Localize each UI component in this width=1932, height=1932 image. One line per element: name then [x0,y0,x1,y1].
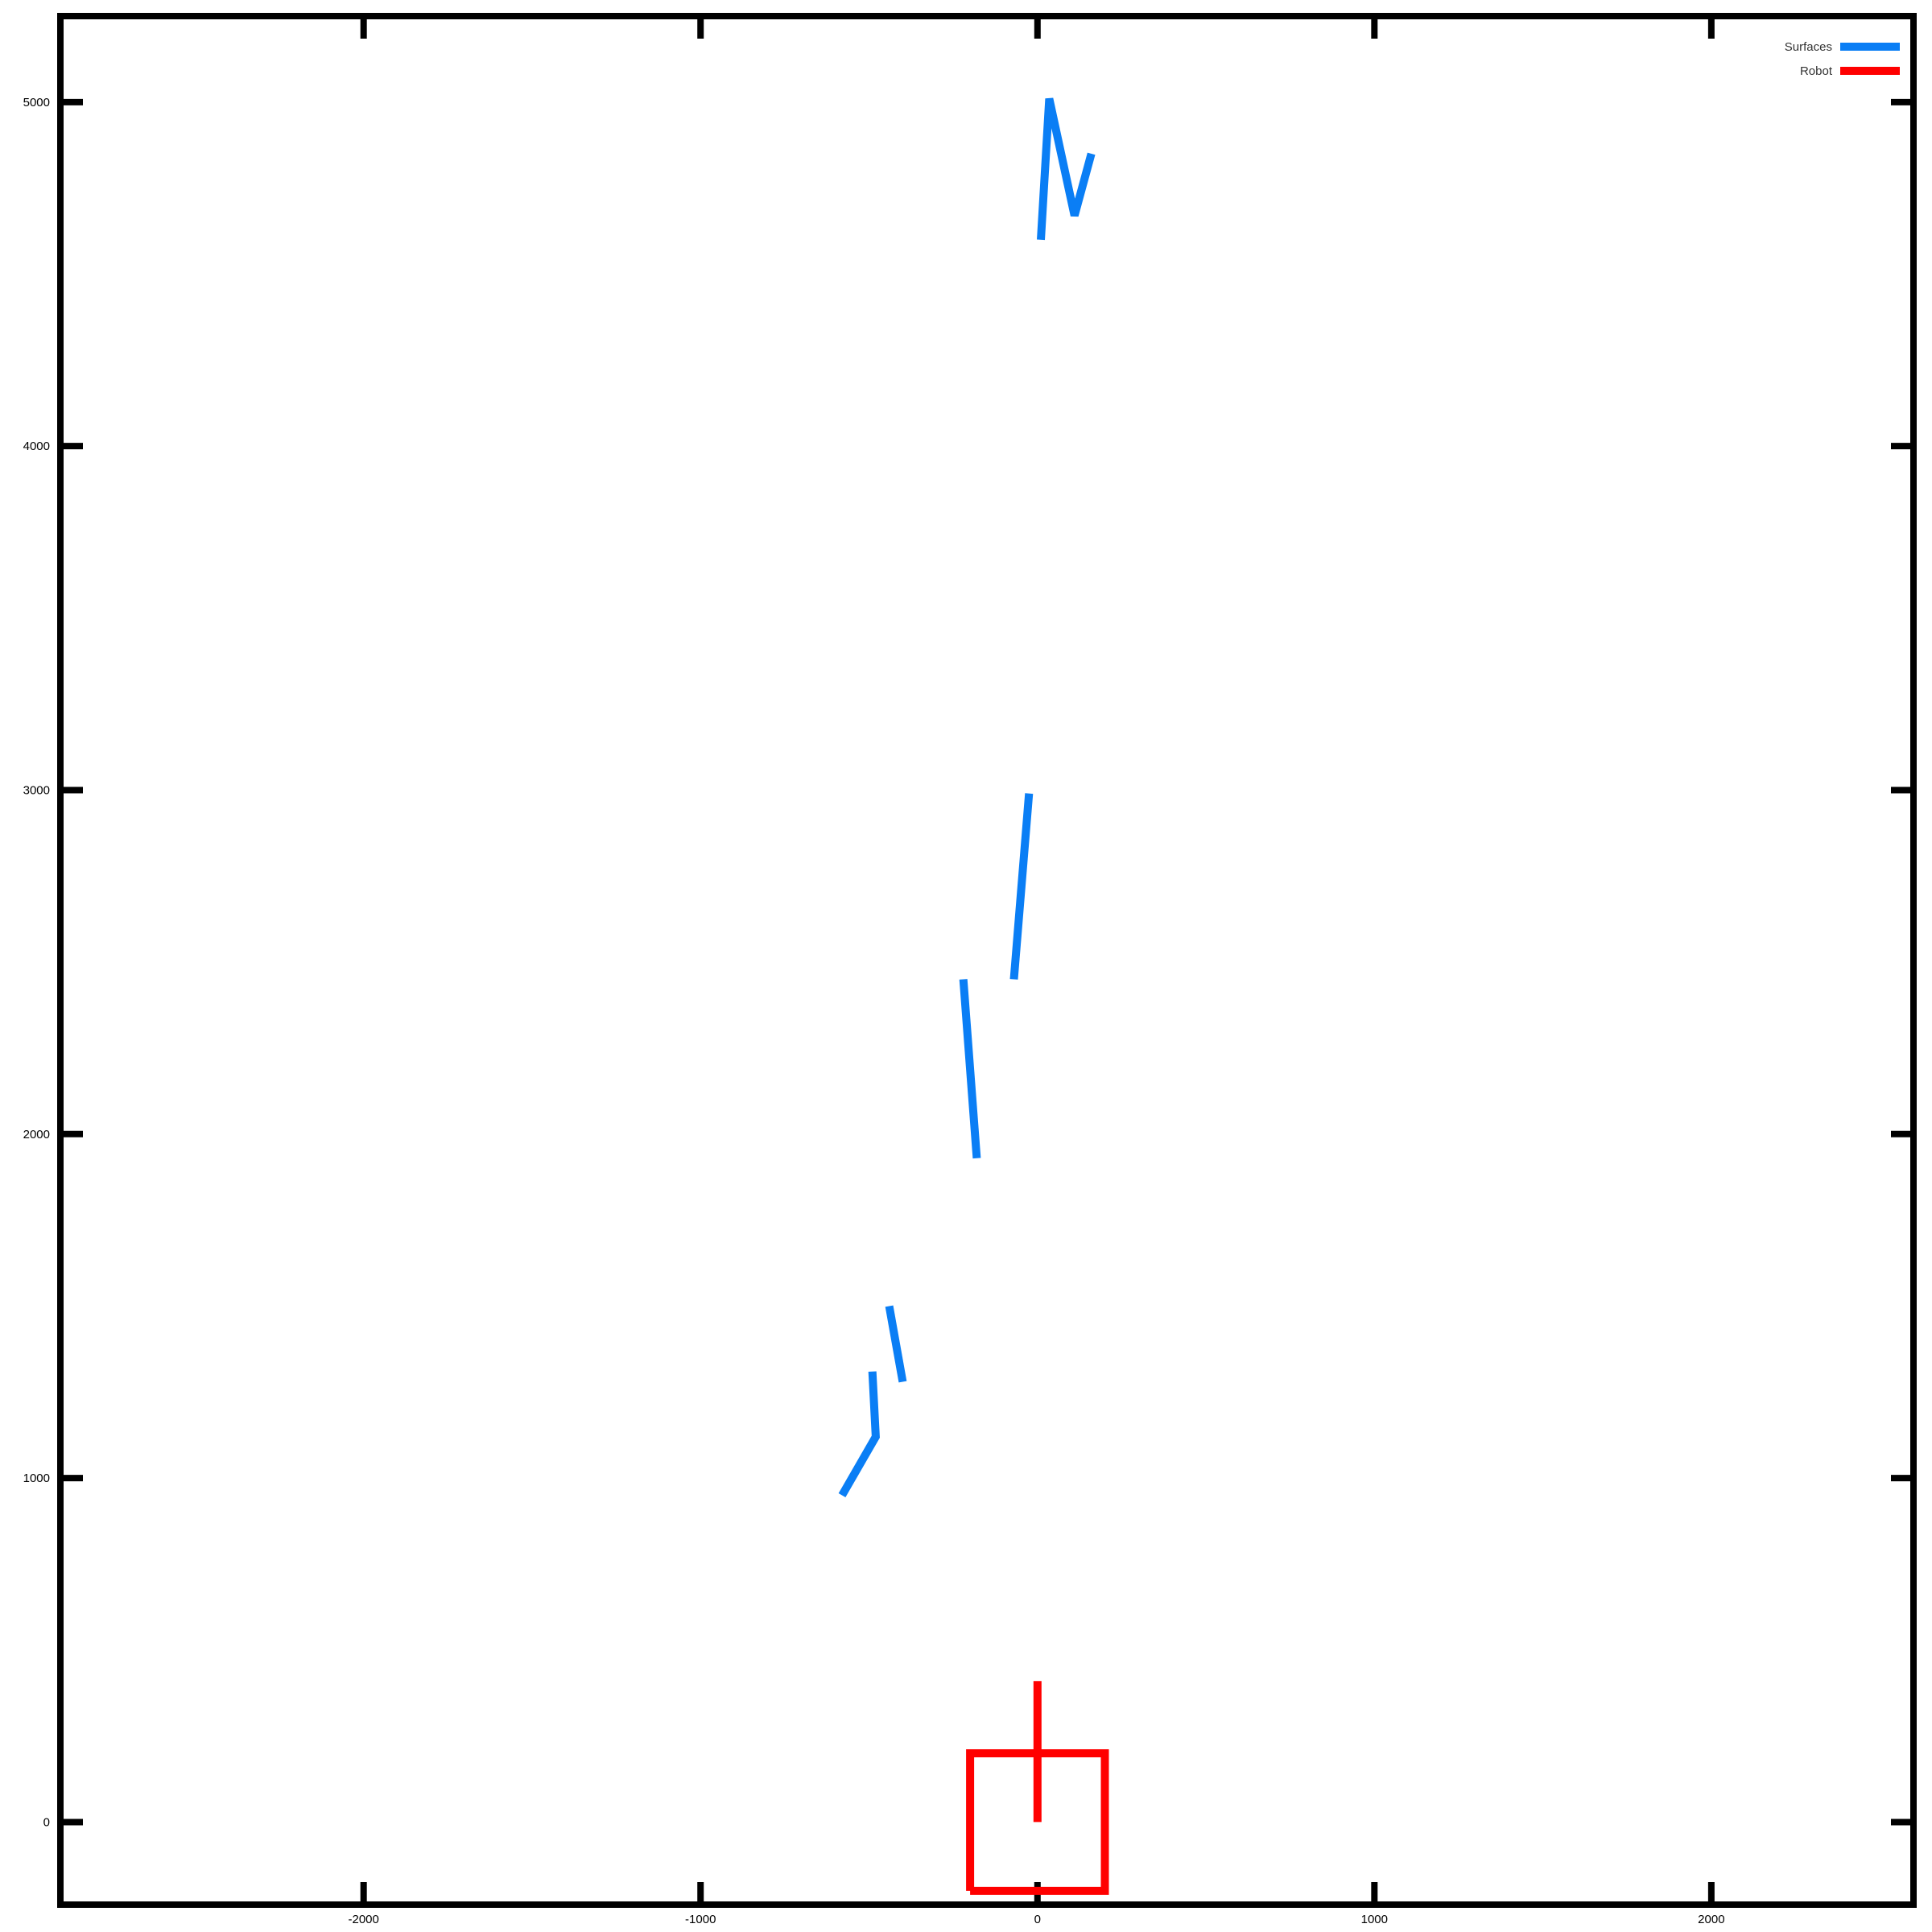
robot-segment [966,1749,1109,1895]
axis-ticks: -2000 -1000 0 1000 2000 0 1000 2000 3000 4000 5000 [23,16,1913,1926]
surfaces-segment [885,1305,907,1383]
series-robot [966,1681,1109,1895]
x-tick-label: -1000 [685,1913,716,1926]
surfaces-segment [1009,793,1034,980]
legend: Surfaces Robot [1785,40,1900,78]
y-tick-label: 3000 [23,783,50,797]
legend-label-surfaces: Surfaces [1785,40,1832,54]
y-tick-label: 0 [43,1815,50,1829]
x-tick-label: 0 [1034,1913,1041,1926]
plot-frame [57,13,1917,1908]
y-tick-label: 2000 [23,1128,50,1141]
surfaces-segment [1037,97,1096,241]
x-tick-label: -2000 [349,1913,379,1926]
series-layer [838,97,1109,1895]
x-tick-label: 2000 [1698,1913,1724,1926]
surfaces-segment [959,979,981,1159]
surfaces-segment [838,1371,880,1497]
y-tick-label: 5000 [23,96,50,109]
y-tick-label: 1000 [23,1472,50,1485]
y-tick-label: 4000 [23,440,50,453]
series-surfaces [838,97,1096,1497]
x-tick-label: 1000 [1361,1913,1388,1926]
legend-label-robot: Robot [1800,64,1833,78]
